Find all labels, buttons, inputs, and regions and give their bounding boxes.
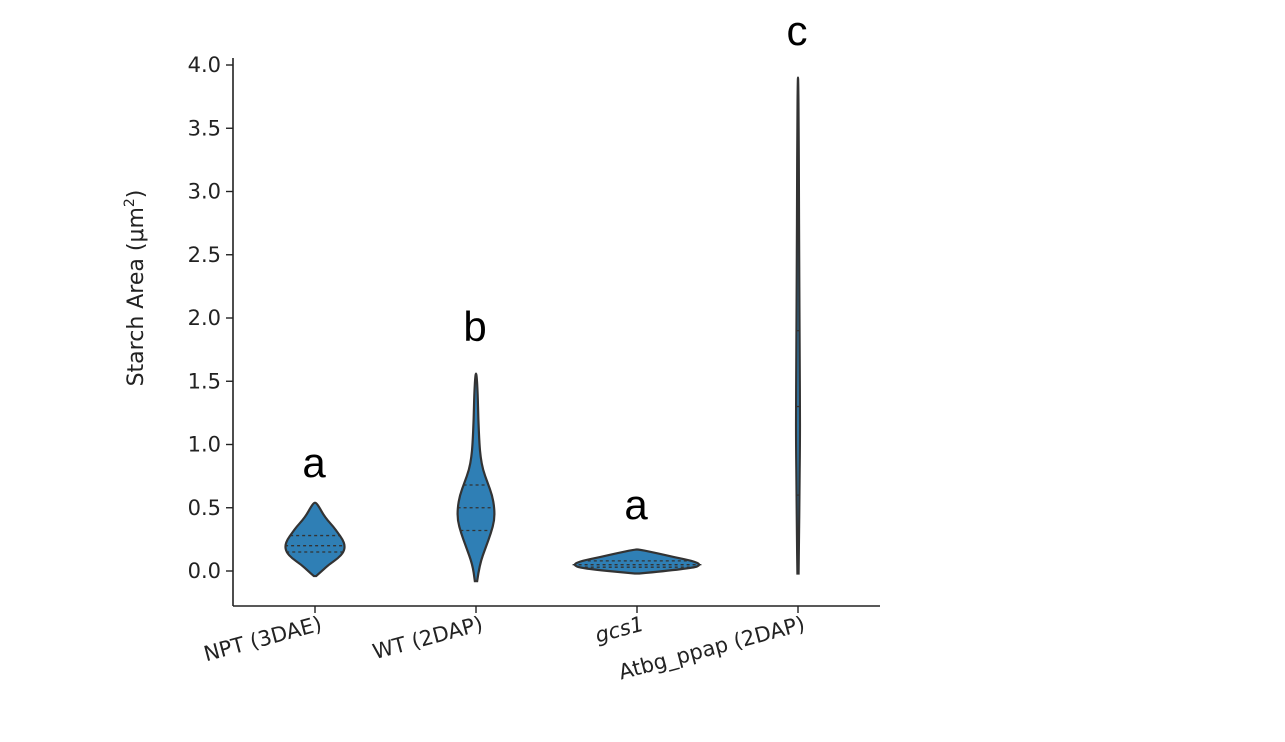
y-tick-label: 2.5 xyxy=(188,243,221,267)
x-tick-label: WT (2DAP) xyxy=(370,612,485,664)
x-tick-label: Atbg_ppap (2DAP) xyxy=(616,612,807,686)
significance-letter: a xyxy=(624,481,648,528)
y-tick-label: 3.0 xyxy=(188,180,221,204)
x-tick-label: NPT (3DAE) xyxy=(201,612,324,667)
y-axis-title-close: ) xyxy=(124,190,149,199)
y-axis-ticks: 0.0 0.5 1.0 1.5 2.0 2.5 3.0 3.5 4.0 xyxy=(188,53,233,583)
y-axis-title-superscript: 2 xyxy=(122,198,138,207)
y-tick-label: 0.5 xyxy=(188,496,221,520)
y-tick-label: 1.5 xyxy=(188,369,221,393)
y-tick-label: 3.5 xyxy=(188,116,221,140)
y-axis-title-main: Starch Area (μm xyxy=(124,207,149,386)
y-tick-label: 1.0 xyxy=(188,433,221,457)
significance-letter: b xyxy=(463,303,486,350)
violin-body xyxy=(456,372,496,583)
y-tick-label: 4.0 xyxy=(188,53,221,77)
significance-letter: a xyxy=(302,439,326,486)
violin-body xyxy=(794,76,802,575)
y-axis-title: Starch Area (μm2) xyxy=(122,190,149,387)
y-tick-label: 0.0 xyxy=(188,559,221,583)
x-tick-label: gcs1 xyxy=(593,612,647,648)
violins xyxy=(284,76,802,583)
y-tick-label: 2.0 xyxy=(188,306,221,330)
significance-letter: c xyxy=(787,7,808,54)
significance-letters: a b a c xyxy=(302,7,807,528)
violin-body xyxy=(284,501,346,578)
